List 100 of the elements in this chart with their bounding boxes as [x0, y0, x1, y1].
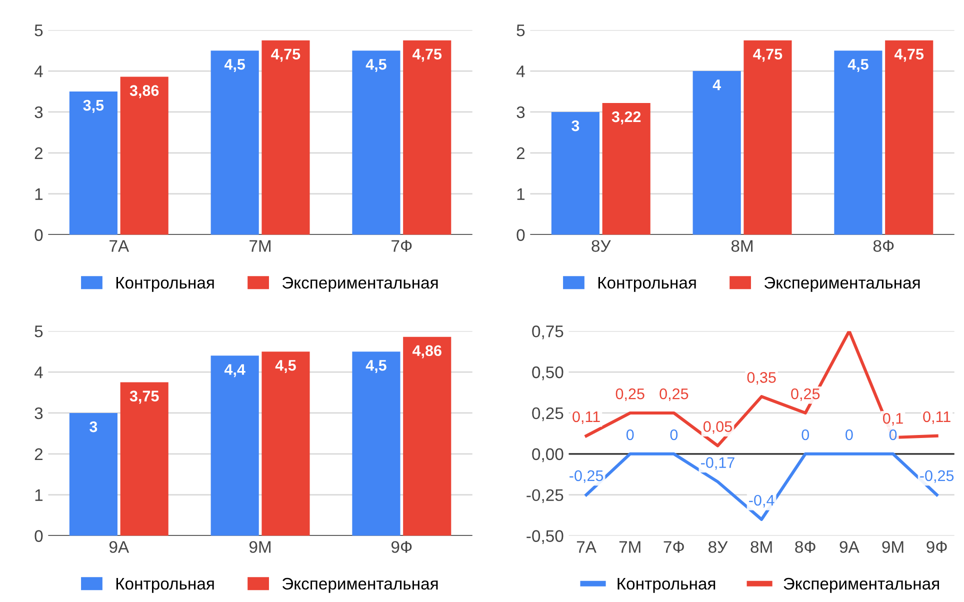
x-tick-label: 7М [619, 541, 640, 553]
bar [551, 112, 600, 235]
x-tick-label: 9Ф [391, 541, 412, 553]
legend-label: Экспериментальная [784, 578, 939, 593]
x-tick-label: 9М [882, 541, 904, 553]
data-label: 4 [712, 80, 721, 90]
data-label: 4,75 [894, 48, 924, 62]
y-tick-label: 1 [517, 188, 525, 200]
legend-label: Экспериментальная [282, 276, 438, 292]
legend-label: Экспериментальная [764, 276, 920, 292]
y-tick-label: 0,25 [532, 407, 564, 422]
bar [120, 76, 168, 235]
bar [69, 412, 118, 536]
data-label: 0 [846, 429, 853, 440]
bar [262, 352, 310, 536]
y-tick-label: 5 [34, 326, 43, 338]
data-label: 0 [802, 429, 810, 440]
data-label: 0,05 [703, 421, 732, 434]
data-label: 4,5 [275, 360, 296, 373]
bar [834, 50, 882, 235]
data-label: 3,22 [612, 111, 641, 124]
x-tick-label: 9Ф [926, 541, 947, 553]
y-tick-label: 0,00 [532, 448, 564, 462]
x-tick-label: 8М [750, 541, 772, 553]
bar [210, 356, 259, 536]
y-tick-label: 0 [516, 229, 525, 241]
data-label: 4,5 [366, 59, 386, 72]
x-tick-label: 9М [249, 541, 270, 553]
x-tick-label: 8М [731, 240, 752, 252]
bar [744, 40, 792, 235]
y-tick-label: 0 [34, 229, 43, 241]
y-tick-label: 2 [34, 147, 43, 159]
y-tick-label: 3 [516, 106, 525, 118]
y-tick-label: 5 [516, 24, 525, 36]
data-label: 0 [626, 429, 634, 440]
y-tick-label: 0,75 [532, 326, 564, 340]
data-label: 3,75 [130, 390, 159, 404]
bar [403, 336, 452, 536]
data-label: 0,11 [923, 411, 950, 424]
legend-label: Контрольная [116, 578, 214, 593]
y-tick-label: 4 [34, 66, 43, 78]
x-tick-label: 9А [109, 541, 130, 553]
bar [262, 40, 310, 235]
data-label: 0,25 [660, 388, 688, 402]
data-label: 4,86 [412, 345, 442, 358]
y-tick-label: 3 [34, 106, 43, 118]
bar [403, 40, 452, 235]
data-label: 3 [572, 120, 580, 132]
y-tick-label: 5 [34, 24, 43, 36]
data-label: 4,5 [224, 59, 246, 72]
y-tick-label: -0,25 [526, 489, 564, 504]
y-tick-label: 3 [34, 407, 43, 420]
x-tick-label: 7А [576, 541, 596, 553]
data-label: 0,11 [572, 411, 600, 424]
x-tick-label: 7Ф [392, 240, 412, 252]
x-tick-label: 9А [840, 541, 860, 553]
data-label: 3,5 [83, 100, 104, 113]
y-tick-label: 0,50 [532, 366, 564, 380]
y-tick-label: 0 [34, 530, 43, 542]
data-label: 4,75 [753, 48, 782, 62]
y-tick-label: 1 [35, 188, 43, 200]
data-label: 4,75 [412, 48, 442, 62]
data-label: 0,35 [747, 372, 776, 385]
bar [352, 50, 400, 235]
bar [352, 352, 400, 536]
data-label: 3 [90, 421, 98, 432]
bar [885, 40, 934, 235]
bar [69, 92, 118, 235]
x-tick-label: 8У [708, 541, 728, 553]
y-tick-label: 4 [516, 66, 525, 78]
y-tick-label: -0,50 [526, 530, 564, 544]
x-tick-label: 8Ф [795, 541, 816, 553]
legend-label: Контрольная [598, 277, 696, 292]
data-label: 4,4 [224, 364, 246, 378]
legend-label: Контрольная [618, 578, 716, 593]
data-label: 4,5 [848, 59, 868, 72]
y-tick-label: 4 [34, 366, 43, 378]
bar [120, 382, 168, 536]
y-tick-label: 2 [516, 147, 525, 159]
data-label: -0,4 [749, 494, 774, 508]
x-tick-label: 8Ф [873, 240, 894, 252]
data-label: 4,75 [271, 48, 300, 62]
data-label: -0,25 [570, 470, 604, 483]
bar [602, 102, 650, 235]
legend-label: Контрольная [116, 277, 214, 292]
data-label: 3,86 [130, 85, 159, 98]
data-label: 0,1 [882, 412, 903, 426]
y-tick-label: 2 [34, 448, 43, 460]
data-label: 0 [670, 429, 678, 440]
bar [692, 71, 741, 235]
x-tick-label: 7Ф [664, 541, 684, 553]
data-label: 4,5 [366, 360, 386, 373]
data-label: 0,25 [616, 388, 644, 402]
data-label: 0,25 [791, 388, 820, 402]
legend-label: Экспериментальная [282, 578, 438, 593]
data-label: -0,17 [701, 457, 734, 470]
x-tick-label: 7А [110, 240, 130, 252]
bar [210, 50, 259, 235]
data-label: -0,25 [920, 470, 954, 483]
x-tick-label: 7М [250, 240, 270, 252]
